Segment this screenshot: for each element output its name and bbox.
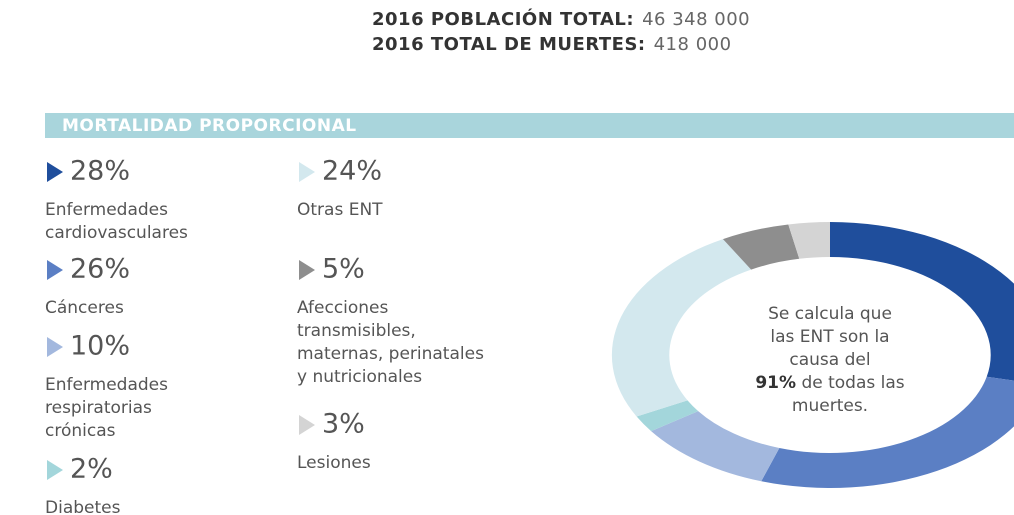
legend-label: Enfermedades cardiovasculares (45, 200, 188, 243)
legend-label-line: Cánceres (45, 298, 124, 318)
annotation-line: 91% de todas las (755, 373, 904, 393)
donut-segment (636, 400, 699, 432)
deaths-value: 418 000 (654, 34, 732, 55)
donut (611, 222, 1014, 488)
legend-label-line: Lesiones (297, 453, 371, 473)
legend-label-line: Otras ENT (297, 200, 383, 220)
donut-segment (611, 239, 752, 417)
legend-label-line: Afecciones (297, 298, 389, 318)
legend-label-line: cardiovasculares (45, 223, 188, 243)
legend-label: Diabetes (45, 498, 121, 515)
population-value: 46 348 000 (642, 9, 750, 30)
legend-value: 2% (70, 454, 113, 485)
legend-value: 24% (322, 156, 382, 187)
legend-label: Lesiones (297, 453, 371, 473)
legend-marker (299, 260, 315, 280)
annotation-line: las ENT son la (770, 327, 889, 347)
annotation-text: de todas las (796, 373, 905, 393)
annotation-highlight: 91% (755, 373, 796, 393)
legend-marker (47, 460, 63, 480)
legend-label-line: respiratorias (45, 398, 152, 418)
donut-segment (830, 222, 1014, 381)
deaths-line: 2016 TOTAL DE MUERTES: 418 000 (372, 34, 732, 55)
legend-value: 3% (322, 409, 365, 440)
population-line: 2016 POBLACIÓN TOTAL: 46 348 000 (372, 8, 750, 30)
legend-marker (47, 260, 63, 280)
legend-label-line: Enfermedades (45, 200, 168, 220)
legend-label-line: transmisibles, (297, 321, 416, 341)
legend-label: Afecciones transmisibles, maternas, perina… (297, 298, 484, 387)
legend-label-line: Enfermedades (45, 375, 168, 395)
legend-label: Otras ENT (297, 200, 383, 220)
legend-value: 28% (70, 156, 130, 187)
annotation-line: Se calcula que (768, 304, 892, 324)
legend-label: Cánceres (45, 298, 124, 318)
section-band (45, 113, 1014, 138)
legend-label-line: y nutricionales (297, 367, 422, 387)
legend-value: 26% (70, 254, 130, 285)
population-label: 2016 POBLACIÓN TOTAL: (372, 8, 634, 30)
legend-label: Enfermedades respiratorias crónicas (45, 375, 168, 441)
donut-segment (761, 376, 1014, 488)
legend-marker (47, 337, 63, 357)
annotation-line: causa del (789, 350, 870, 370)
donut-segment (788, 222, 830, 259)
legend-value: 10% (70, 331, 130, 362)
legend-value: 5% (322, 254, 365, 285)
legend-marker (299, 162, 315, 182)
legend-label-line: Diabetes (45, 498, 121, 515)
legend-label-line: crónicas (45, 421, 116, 441)
legend-marker (299, 415, 315, 435)
donut-segment (651, 411, 780, 482)
annotation-line: muertes. (792, 396, 868, 416)
donut-segment (722, 224, 800, 270)
legend-label-line: maternas, perinatales (297, 344, 484, 364)
legend-marker (47, 162, 63, 182)
deaths-label: 2016 TOTAL DE MUERTES: (372, 34, 646, 55)
section-title: MORTALIDAD PROPORCIONAL (62, 116, 357, 136)
